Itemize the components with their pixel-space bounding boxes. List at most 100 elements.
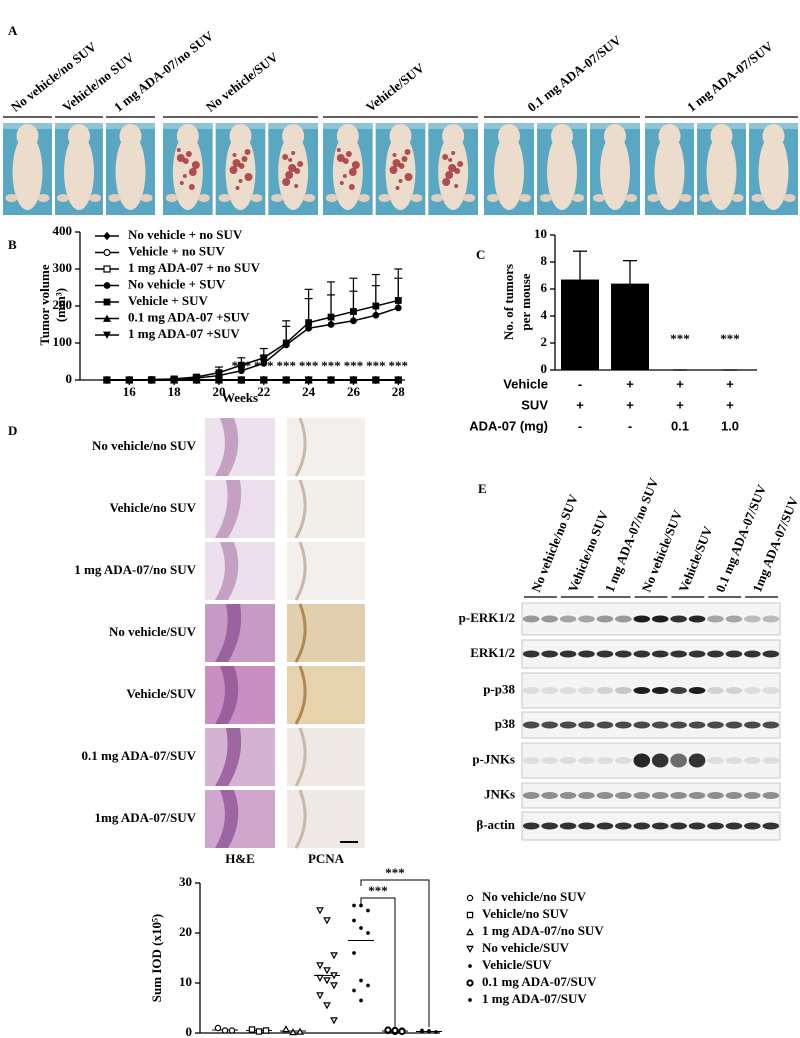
band: [559, 615, 577, 623]
he-image: [205, 542, 275, 600]
band: [578, 822, 595, 830]
tumor-spot: [176, 154, 185, 162]
mouse-leg: [5, 194, 18, 202]
tissue-layer: [215, 728, 242, 786]
band: [541, 687, 558, 694]
band: [688, 822, 706, 830]
tissue-layer: [294, 789, 307, 849]
mouse-leg: [410, 194, 423, 202]
tumor-spot: [288, 164, 297, 172]
mouse-head: [336, 124, 359, 148]
band: [670, 753, 687, 768]
he-image: [205, 418, 275, 476]
tumor-spot: [297, 161, 304, 167]
marker: [289, 1028, 297, 1036]
marker: [384, 1026, 392, 1034]
band: [725, 757, 743, 764]
legend-label: No vehicle/SUV: [482, 940, 570, 955]
tumor-spot: [445, 171, 454, 179]
band: [688, 650, 706, 658]
mouse-leg: [325, 194, 338, 202]
condition-label: SUV: [521, 397, 548, 412]
mouse-head: [389, 124, 412, 148]
marker: [327, 321, 335, 328]
tumor-spot: [395, 186, 400, 190]
band: [762, 650, 780, 658]
protein-label: ERK1/2: [470, 645, 515, 660]
tumor-spot: [232, 153, 237, 157]
he-image: [205, 666, 275, 724]
band: [725, 822, 743, 830]
marker: [103, 282, 111, 289]
row-label: 0.1 mg ADA-07/SUV: [82, 748, 197, 763]
band: [744, 687, 761, 694]
row-label: 1 mg ADA-07/no SUV: [74, 562, 196, 577]
marker: [468, 964, 472, 968]
bar: [611, 283, 649, 370]
band: [744, 615, 761, 623]
condition-cell: +: [726, 397, 734, 412]
band: [707, 757, 724, 764]
band: [707, 721, 724, 729]
tissue-layer: [215, 666, 239, 724]
y-axis-title: Sum IOD (x10⁵): [149, 914, 164, 1002]
marker: [391, 1026, 399, 1035]
marker: [259, 376, 268, 384]
mouse-head: [442, 124, 465, 148]
mouse-head: [68, 124, 90, 148]
panel-label: A: [8, 23, 18, 38]
legend-label: No vehicle + SUV: [128, 276, 226, 291]
band: [651, 687, 669, 694]
panel-label: D: [8, 423, 17, 438]
condition-cell: +: [626, 397, 634, 412]
band: [615, 822, 632, 830]
band: [596, 650, 614, 658]
row-label: Vehicle/SUV: [126, 686, 196, 701]
mouse-body: [64, 134, 94, 210]
marker: [330, 1017, 338, 1025]
tumor-spot: [401, 156, 408, 162]
band: [615, 650, 632, 658]
y-tick-label: 2: [541, 334, 548, 349]
mouse-head: [498, 124, 520, 148]
significance-label: ***: [276, 358, 296, 373]
band: [688, 753, 706, 768]
mouse-leg: [487, 194, 499, 202]
band: [559, 721, 577, 729]
mouse-head: [604, 124, 626, 148]
marker: [394, 376, 403, 384]
band: [744, 822, 761, 830]
y-tick-label: 8: [541, 253, 548, 268]
legend-label: 0.1 mg ADA-07 +SUV: [128, 309, 250, 324]
band: [559, 792, 577, 799]
marker: [371, 376, 380, 384]
band: [578, 721, 595, 729]
band: [633, 753, 651, 768]
marker: [372, 311, 380, 319]
marker: [248, 1026, 256, 1033]
mouse-leg: [679, 194, 692, 202]
band: [522, 792, 540, 799]
tumor-spot: [282, 154, 289, 160]
band: [744, 757, 761, 764]
tumor-spot: [229, 166, 238, 174]
significance-label: ***: [389, 358, 409, 373]
marker: [214, 1024, 222, 1032]
error-bar: [394, 268, 403, 301]
mouse-head: [762, 124, 785, 148]
tissue-layer: [294, 417, 307, 477]
marker: [352, 903, 356, 908]
marker: [434, 1030, 438, 1034]
band: [651, 753, 669, 768]
band: [615, 757, 632, 764]
legend-label: Vehicle/SUV: [482, 957, 552, 972]
condition-cell: +: [676, 397, 684, 412]
mouse-head: [229, 124, 252, 148]
band: [688, 721, 706, 729]
bracket: [360, 879, 430, 1027]
marker: [352, 918, 356, 923]
tissue-layer: [294, 479, 307, 539]
marker: [359, 978, 363, 983]
marker: [316, 992, 324, 1000]
y-tick-label: 0: [186, 1024, 193, 1038]
